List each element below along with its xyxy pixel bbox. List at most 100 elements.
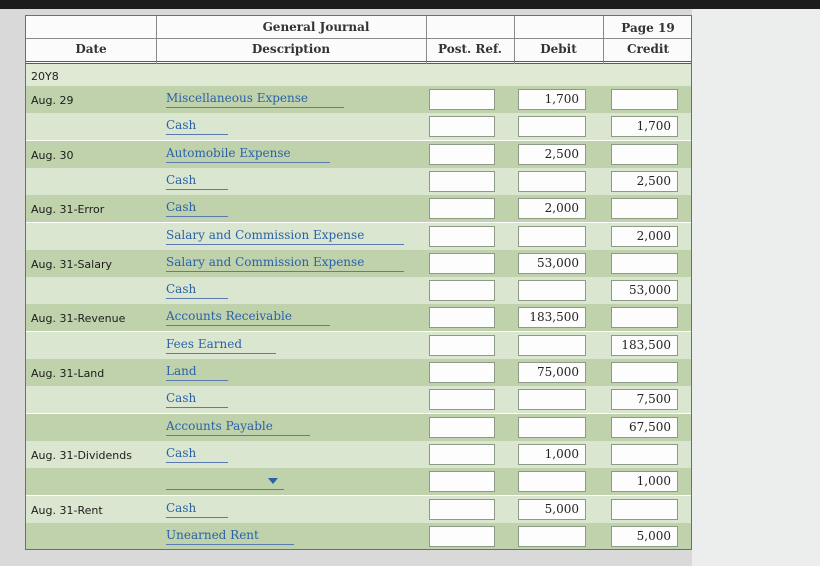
right-panel xyxy=(692,9,820,566)
debit-input[interactable]: 75,000 xyxy=(518,362,586,383)
credit-input[interactable]: 67,500 xyxy=(611,416,678,438)
header-divider xyxy=(26,38,691,39)
account-select[interactable]: Salary and Commission Expense xyxy=(166,227,404,245)
post-ref-input[interactable] xyxy=(429,362,495,383)
account-select[interactable]: Miscellaneous Expense xyxy=(166,90,344,108)
credit-input[interactable]: 183,500 xyxy=(611,334,678,356)
account-select[interactable]: Unearned Rent xyxy=(166,527,294,545)
entry-date: Aug. 31-Rent xyxy=(31,503,103,517)
header-col-separator xyxy=(603,16,604,64)
journal-row: Aug. 31-Salary Salary and Commission Expe… xyxy=(26,249,691,277)
entry-date: Aug. 31-Dividends xyxy=(31,448,132,462)
account-select[interactable]: Cash xyxy=(166,390,228,409)
entry-date: Aug. 29 xyxy=(31,94,74,107)
account-select[interactable]: Accounts Receivable xyxy=(166,308,330,327)
credit-input[interactable] xyxy=(611,362,678,383)
credit-input[interactable] xyxy=(611,443,678,465)
col-header-date: Date xyxy=(75,42,107,56)
post-ref-input[interactable] xyxy=(429,307,495,329)
account-select[interactable]: Cash xyxy=(166,500,228,518)
col-header-debit: Debit xyxy=(540,42,577,56)
debit-input[interactable] xyxy=(518,116,586,138)
post-ref-input[interactable] xyxy=(429,198,495,220)
journal-row: Aug. 31-Land Land 75,000 xyxy=(26,359,691,386)
credit-input[interactable]: 53,000 xyxy=(611,280,678,302)
journal-row: Unearned Rent 5,000 xyxy=(26,522,691,549)
debit-input[interactable]: 1,000 xyxy=(518,443,586,465)
credit-input[interactable] xyxy=(611,307,678,329)
post-ref-input[interactable] xyxy=(429,170,495,192)
debit-input[interactable]: 53,000 xyxy=(518,252,586,274)
entry-date: Aug. 31-Error xyxy=(31,203,105,217)
post-ref-input[interactable] xyxy=(429,416,495,438)
journal-row: Aug. 31-Dividends Cash 1,000 xyxy=(26,440,691,468)
credit-input[interactable] xyxy=(611,252,678,274)
dropdown-arrow-icon[interactable] xyxy=(268,478,278,485)
post-ref-input[interactable] xyxy=(429,471,495,493)
debit-input[interactable]: 183,500 xyxy=(518,307,586,329)
year-row: 20Y8 xyxy=(26,64,691,86)
credit-input[interactable]: 7,500 xyxy=(611,389,678,411)
account-select[interactable]: Cash xyxy=(166,172,228,190)
debit-input[interactable] xyxy=(518,170,586,192)
post-ref-input[interactable] xyxy=(429,280,495,302)
account-select[interactable]: Salary and Commission Expense xyxy=(166,254,404,272)
debit-input[interactable] xyxy=(518,525,586,547)
general-journal: General Journal Page 19 Date Description… xyxy=(25,15,692,550)
post-ref-input[interactable] xyxy=(429,143,495,165)
account-select[interactable]: Cash xyxy=(166,117,228,136)
credit-input[interactable]: 2,000 xyxy=(611,225,678,247)
entry-date: Aug. 31-Revenue xyxy=(31,312,126,326)
entry-date: Aug. 31-Salary xyxy=(31,257,112,271)
credit-input[interactable]: 1,700 xyxy=(611,116,678,138)
journal-row: Aug. 31-Revenue Accounts Receivable 183,50… xyxy=(26,304,691,332)
account-select[interactable]: Cash xyxy=(166,199,228,218)
credit-input[interactable]: 2,500 xyxy=(611,170,678,192)
credit-input[interactable] xyxy=(611,89,678,110)
post-ref-input[interactable] xyxy=(429,225,495,247)
account-select-empty[interactable] xyxy=(166,473,284,491)
account-select[interactable]: Cash xyxy=(166,445,228,463)
journal-header: General Journal Page 19 Date Description… xyxy=(26,16,691,64)
account-select[interactable]: Cash xyxy=(166,281,228,300)
page-number: Page 19 xyxy=(621,21,675,35)
credit-input[interactable]: 1,000 xyxy=(611,471,678,493)
debit-input[interactable]: 5,000 xyxy=(518,498,586,520)
header-col-separator xyxy=(156,16,157,64)
debit-input[interactable] xyxy=(518,280,586,302)
year-label: 20Y8 xyxy=(31,70,59,83)
journal-row: Aug. 30 Automobile Expense 2,500 xyxy=(26,140,691,168)
post-ref-input[interactable] xyxy=(429,525,495,547)
post-ref-input[interactable] xyxy=(429,252,495,274)
debit-input[interactable] xyxy=(518,389,586,411)
journal-row: Salary and Commission Expense 2,000 xyxy=(26,222,691,250)
entry-date: Aug. 30 xyxy=(31,148,74,162)
debit-input[interactable]: 1,700 xyxy=(518,89,586,110)
credit-input[interactable] xyxy=(611,498,678,520)
account-select[interactable]: Automobile Expense xyxy=(166,145,330,163)
debit-input[interactable]: 2,500 xyxy=(518,143,586,165)
post-ref-input[interactable] xyxy=(429,498,495,520)
account-select[interactable]: Fees Earned xyxy=(166,336,276,354)
post-ref-input[interactable] xyxy=(429,116,495,138)
post-ref-input[interactable] xyxy=(429,89,495,110)
debit-input[interactable] xyxy=(518,225,586,247)
journal-row: Fees Earned 183,500 xyxy=(26,331,691,359)
post-ref-input[interactable] xyxy=(429,334,495,356)
post-ref-input[interactable] xyxy=(429,389,495,411)
credit-input[interactable] xyxy=(611,143,678,165)
post-ref-input[interactable] xyxy=(429,443,495,465)
top-bar xyxy=(0,0,820,9)
debit-input[interactable] xyxy=(518,334,586,356)
journal-row: Aug. 31-Error Cash 2,000 xyxy=(26,195,691,223)
debit-input[interactable] xyxy=(518,471,586,493)
account-select[interactable]: Accounts Payable xyxy=(166,418,310,436)
account-select[interactable]: Land xyxy=(166,363,228,381)
debit-input[interactable]: 2,000 xyxy=(518,198,586,220)
journal-row: Cash 53,000 xyxy=(26,277,691,305)
credit-input[interactable]: 5,000 xyxy=(611,525,678,547)
journal-row: Cash 7,500 xyxy=(26,386,691,414)
debit-input[interactable] xyxy=(518,416,586,438)
credit-input[interactable] xyxy=(611,198,678,220)
journal-title: General Journal xyxy=(262,20,370,34)
